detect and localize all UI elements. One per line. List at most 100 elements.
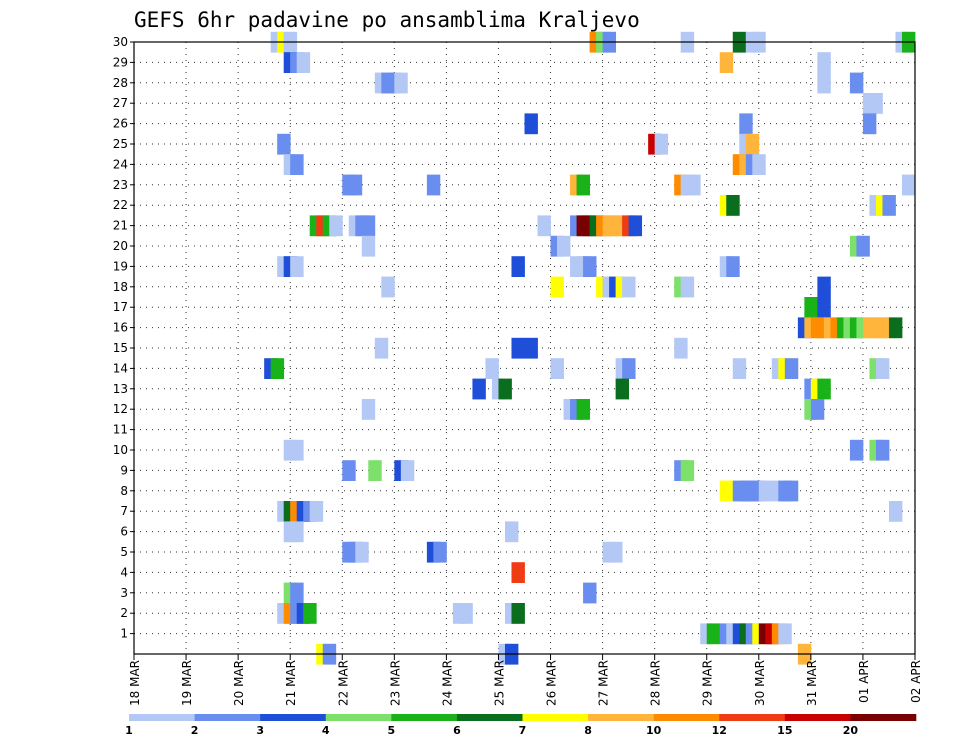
y-tick-label: 19 — [113, 259, 128, 273]
heatmap-cell — [810, 399, 825, 420]
y-tick-label: 16 — [113, 321, 128, 335]
heatmap-cell — [303, 603, 317, 624]
heatmap-cell — [290, 154, 304, 175]
heatmap-cell — [719, 52, 734, 73]
y-tick-label: 23 — [113, 178, 128, 192]
heatmap-cell — [784, 358, 799, 379]
y-tick-label: 22 — [113, 198, 128, 212]
heatmap-cell — [817, 52, 831, 73]
heatmap-cell — [400, 460, 415, 481]
heatmap-cell — [817, 378, 831, 400]
colorbar-legend: 1 2 3 4 5 6 7 8 10 12 15 20 — [125, 714, 917, 737]
heatmap-cell — [758, 480, 773, 502]
colorbar-segment — [325, 714, 392, 721]
heatmap-cell — [817, 276, 831, 298]
colorbar-label: 1 — [125, 724, 133, 737]
colorbar-label: 7 — [519, 724, 527, 737]
colorbar-segment — [719, 714, 786, 721]
heatmap-cell — [778, 623, 792, 645]
heatmap-cell — [277, 133, 291, 155]
heatmap-cell — [550, 276, 564, 298]
colorbar-segment — [522, 714, 589, 721]
heatmap-cell — [511, 562, 525, 583]
heatmap-cell — [426, 174, 441, 196]
x-tick-label: 21 MAR — [284, 660, 298, 706]
heatmap-cell — [368, 460, 382, 481]
colorbar-label: 20 — [843, 724, 859, 737]
y-tick-label: 3 — [120, 586, 128, 600]
x-axis: 18 MAR 19 MAR 20 MAR 21 MAR 22 MAR 23 MAR 24 M… — [128, 654, 923, 706]
heatmap-cell — [342, 460, 356, 481]
heatmap-cell — [849, 72, 864, 94]
heatmap-cell — [348, 174, 363, 196]
y-tick-label: 30 — [113, 35, 128, 49]
colorbar-label: 4 — [322, 724, 330, 737]
colorbar-label: 6 — [453, 724, 461, 737]
heatmap-cell — [381, 276, 395, 298]
heatmap-cell — [869, 93, 883, 114]
heatmap-cell — [706, 623, 721, 645]
x-tick-label: 20 MAR — [232, 660, 246, 706]
y-tick-label: 27 — [113, 96, 128, 110]
heatmap-cell — [524, 337, 538, 359]
colorbar-label: 8 — [584, 724, 592, 737]
heatmap-cell — [862, 113, 877, 135]
y-tick-label: 8 — [120, 484, 128, 498]
heatmap-cell — [849, 439, 864, 461]
heatmap-cell — [290, 521, 304, 543]
heatmap-cell — [504, 521, 519, 543]
heatmap-cell — [329, 215, 343, 237]
x-tick-label: 24 MAR — [440, 660, 454, 706]
heatmap-cell — [583, 256, 597, 277]
colorbar-label: 15 — [777, 724, 792, 737]
heatmap-cell — [524, 113, 538, 135]
heatmap-cell — [498, 378, 512, 400]
colorbar-label: 10 — [646, 724, 662, 737]
x-tick-label: 29 MAR — [701, 660, 715, 706]
x-tick-label: 30 MAR — [753, 660, 767, 706]
x-tick-label: 23 MAR — [388, 660, 402, 706]
y-tick-label: 10 — [113, 443, 128, 457]
x-tick-label: 25 MAR — [492, 660, 506, 706]
heatmap-cell — [804, 297, 818, 318]
x-tick-label: 28 MAR — [649, 660, 663, 706]
y-tick-label: 21 — [113, 219, 128, 233]
y-tick-label: 13 — [113, 382, 128, 396]
y-tick-label: 7 — [120, 504, 128, 518]
heatmap-cell — [882, 195, 896, 216]
colorbar-label: 2 — [191, 724, 199, 737]
heatmap-cell — [726, 256, 740, 277]
x-tick-label: 22 MAR — [336, 660, 350, 706]
x-tick-label: 19 MAR — [180, 660, 194, 706]
heatmap-cell — [550, 358, 564, 379]
y-tick-label: 18 — [113, 280, 128, 294]
heatmap-cell — [615, 378, 630, 400]
y-tick-label: 29 — [113, 55, 128, 69]
heatmap-cell — [537, 215, 551, 237]
heatmap-cell — [732, 358, 747, 379]
heatmap-cell — [270, 358, 285, 379]
x-tick-label: 31 MAR — [805, 660, 819, 706]
heatmap-cell — [856, 235, 870, 257]
heatmap-cell — [296, 52, 311, 73]
x-tick-label: 18 MAR — [128, 660, 142, 706]
heatmap-cell — [784, 480, 799, 502]
heatmap-cell — [557, 235, 571, 257]
heatmap-cell — [361, 215, 376, 237]
y-axis: 1234567891011121314151617181920212223242… — [113, 35, 134, 641]
heatmap-cell — [361, 235, 376, 257]
heatmap-cell — [290, 582, 304, 604]
x-tick-label: 26 MAR — [545, 660, 559, 706]
heatmap-cell — [394, 72, 408, 94]
colorbar-label: 12 — [712, 724, 727, 737]
heatmap-cell — [583, 582, 597, 604]
heatmap-cell — [888, 501, 903, 522]
x-tick-label: 02 APR — [909, 660, 923, 703]
heatmap-cell — [875, 358, 890, 379]
heatmap-cell — [485, 358, 499, 379]
heatmap-cell — [511, 256, 525, 277]
y-tick-label: 5 — [120, 545, 128, 559]
heatmap-cell — [628, 215, 643, 237]
y-tick-label: 25 — [113, 137, 128, 151]
